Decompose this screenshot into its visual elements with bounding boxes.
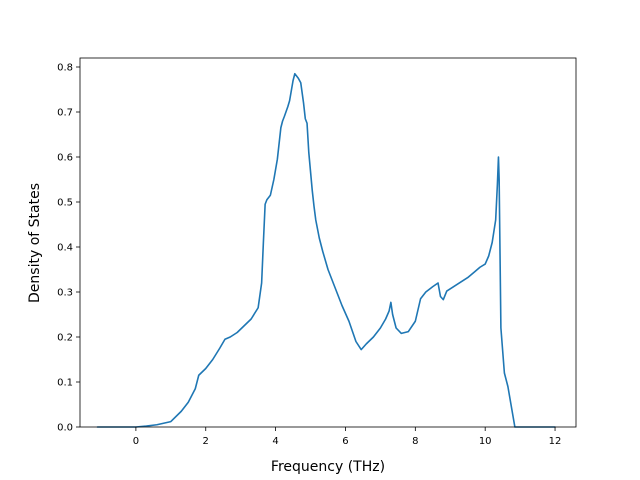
x-tick-label: 12 (549, 436, 562, 447)
y-axis-label: Density of States (27, 183, 43, 303)
x-axis-label: Frequency (THz) (271, 459, 385, 475)
y-tick-label: 0.4 (57, 243, 73, 254)
plot-frame (79, 57, 577, 428)
y-tick-label: 0.1 (57, 378, 73, 389)
y-tick-label: 0.6 (57, 153, 73, 164)
x-tick-label: 10 (479, 436, 492, 447)
x-tick-label: 4 (272, 436, 278, 447)
y-tick-label: 0.0 (57, 423, 73, 434)
x-tick-label: 8 (412, 436, 418, 447)
y-tick-label: 0.7 (57, 108, 73, 119)
axes: 0 2 4 6 8 10 12 0.0 0.1 0.2 0.3 0.4 0.5 0.6 0.7 0.8 (57, 57, 577, 447)
x-tick-label: 0 (133, 436, 139, 447)
plot-area (96, 72, 556, 428)
series-line-0 (96, 72, 556, 428)
x-tick-label: 6 (342, 436, 348, 447)
y-tick-label: 0.8 (57, 63, 73, 74)
y-tick-label: 0.5 (57, 198, 73, 209)
x-tick-label: 2 (203, 436, 209, 447)
y-tick-label: 0.3 (57, 288, 73, 299)
y-tick-label: 0.2 (57, 333, 73, 344)
